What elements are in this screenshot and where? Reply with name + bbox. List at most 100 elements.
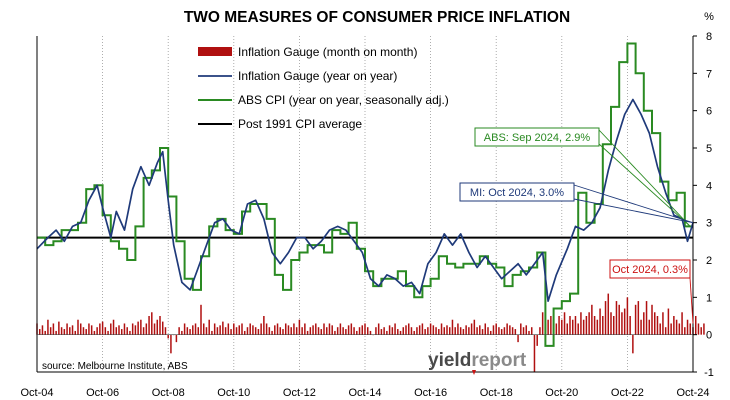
bar-mom — [222, 321, 224, 335]
bar-mom — [211, 330, 213, 335]
bar-mom — [443, 327, 446, 335]
y-tick-label: 3 — [706, 218, 712, 230]
bar-mom — [101, 321, 104, 335]
bar-mom — [271, 330, 273, 335]
bar-mom — [476, 327, 478, 335]
x-tick-label: Oct-16 — [414, 387, 447, 399]
bar-mom — [421, 323, 424, 335]
bar-mom — [643, 312, 645, 335]
bar-mom — [520, 323, 522, 335]
bar-mom — [402, 327, 405, 335]
bar-mom — [189, 329, 191, 335]
bar-mom — [265, 323, 268, 335]
bar-mom — [131, 323, 134, 335]
bar-mom — [555, 323, 558, 335]
bar-mom — [509, 325, 511, 335]
bar-mom — [197, 327, 200, 335]
bar-mom — [44, 330, 46, 335]
bar-mom — [664, 327, 667, 335]
bar-mom — [126, 327, 128, 335]
bar-mom — [435, 327, 437, 335]
bar-mom — [347, 325, 350, 335]
bar-mom — [336, 327, 339, 335]
bar-mom — [224, 327, 227, 335]
bar-mom — [63, 329, 66, 335]
bar-mom — [339, 323, 342, 335]
bar-mom — [610, 312, 612, 335]
bar-mom — [140, 319, 142, 335]
bar-mom — [99, 323, 101, 335]
bar-mom — [506, 323, 508, 335]
bar-mom — [342, 327, 344, 335]
bar-mom — [547, 319, 549, 335]
bar-mom — [580, 312, 582, 335]
bar-mom — [49, 327, 52, 335]
bar-mom — [514, 329, 517, 335]
bar-mom — [263, 316, 265, 335]
bar-mom — [468, 327, 470, 335]
bar-mom — [407, 323, 410, 335]
x-tick-label: Oct-10 — [217, 387, 250, 399]
bar-mom — [47, 319, 49, 335]
source-note: source: Melbourne Institute, ABS — [42, 361, 188, 372]
bar-mom — [260, 323, 262, 335]
bar-mom — [284, 323, 287, 335]
bar-mom — [375, 327, 377, 335]
y-tick-label: 6 — [706, 106, 712, 118]
bar-mom — [689, 323, 692, 335]
bar-mom — [153, 323, 156, 335]
bar-mom — [522, 327, 525, 335]
bar-mom — [405, 325, 407, 335]
bar-mom — [413, 330, 415, 335]
x-tick-label: Oct-08 — [152, 387, 185, 399]
y-tick-label: 2 — [706, 255, 712, 267]
brand-logo: yieldreport — [428, 350, 527, 375]
bar-mom — [536, 334, 538, 346]
bar-mom — [110, 323, 112, 335]
bar-mom — [331, 325, 333, 335]
bar-mom — [243, 330, 246, 335]
bar-mom — [618, 304, 620, 335]
bar-mom — [451, 319, 454, 335]
bar-mom — [112, 319, 115, 335]
annotation-leader — [598, 143, 691, 227]
bar-mom — [424, 329, 426, 335]
bar-mom — [416, 327, 418, 335]
bar-mom — [550, 316, 552, 335]
bar-series — [36, 293, 705, 372]
legend-label: Inflation Gauge (year on year) — [238, 69, 397, 83]
bar-mom — [312, 325, 314, 335]
bar-mom — [88, 323, 90, 335]
bar-mom — [345, 329, 347, 335]
bar-mom — [656, 316, 659, 335]
bar-mom — [429, 323, 432, 335]
bar-mom — [686, 319, 689, 335]
bar-mom — [629, 316, 631, 335]
brand-mark-icon — [472, 370, 476, 375]
bar-mom — [60, 327, 63, 335]
bar-mom — [257, 329, 260, 335]
bar-mom — [134, 325, 137, 335]
bar-mom — [320, 329, 323, 335]
bar-mom — [230, 329, 232, 335]
bar-mom — [569, 316, 571, 335]
chart-title: TWO MEASURES OF CONSUMER PRICE INFLATION — [184, 9, 570, 26]
bar-mom — [164, 327, 167, 335]
bar-mom — [700, 327, 702, 335]
bar-mom — [287, 325, 290, 335]
bar-mom — [498, 327, 500, 335]
bar-mom — [325, 327, 328, 335]
y-tick-label: 8 — [706, 31, 712, 43]
bar-mom — [662, 312, 664, 335]
bar-mom — [142, 327, 145, 335]
bar-mom — [358, 327, 361, 335]
bar-mom — [315, 323, 317, 335]
bar-mom — [694, 316, 697, 335]
x-tick-label: Oct-22 — [611, 387, 644, 399]
bar-mom — [200, 304, 202, 335]
y-tick-label: -1 — [704, 367, 714, 379]
bar-mom — [202, 323, 205, 335]
bar-mom — [241, 323, 243, 335]
bar-mom — [659, 323, 661, 335]
